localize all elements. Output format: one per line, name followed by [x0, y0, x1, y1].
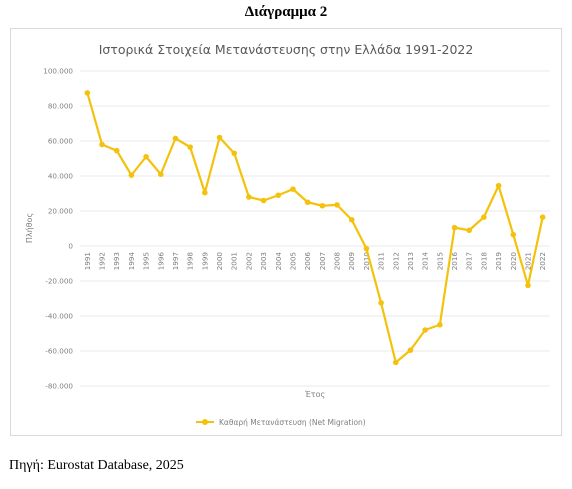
- y-tick-label: 20.000: [48, 207, 74, 216]
- data-point-2002: [246, 194, 252, 200]
- legend-label: Καθαρή Μετανάστευση (Net Migration): [219, 418, 366, 427]
- gridlines: [80, 70, 550, 387]
- y-tick-label: -60.000: [45, 347, 73, 356]
- data-point-2016: [451, 224, 458, 231]
- series-layer: [84, 90, 546, 366]
- x-tick-label: 2009: [347, 252, 356, 271]
- series-line: [86, 92, 544, 364]
- data-point-2013: [407, 347, 414, 353]
- y-tick-label: 0: [68, 242, 73, 251]
- x-tick-label: 2003: [259, 252, 268, 270]
- x-tick-label: 2001: [230, 252, 239, 270]
- data-point-2020: [510, 231, 517, 238]
- x-tick-label: 1997: [171, 252, 180, 270]
- data-point-2006: [304, 199, 311, 206]
- y-tick-label: 40.000: [48, 172, 74, 181]
- x-tick-label: 2010: [362, 252, 371, 271]
- x-tick-label: 2022: [538, 252, 547, 270]
- x-tick-label: 2015: [435, 252, 444, 270]
- data-point-2015: [437, 321, 443, 328]
- data-point-2021: [525, 282, 531, 289]
- x-tick-label: 2000: [215, 252, 224, 271]
- x-tick-label: 2020: [509, 252, 518, 271]
- x-tick-label: 2002: [244, 252, 253, 270]
- y-tick-label: 60.000: [48, 137, 74, 146]
- x-tick-label: 1998: [186, 252, 195, 271]
- x-tick-label: 2017: [465, 252, 474, 270]
- x-tick-label: 2004: [274, 252, 283, 271]
- y-tick-label: 80.000: [48, 102, 74, 111]
- y-axis-title: Πλήθος: [25, 213, 34, 243]
- y-axis-ticks: 100.000 80.000 60.000 40.000 20.000 0 -20.000 -…: [43, 67, 73, 391]
- data-point-1993: [113, 147, 120, 154]
- data-point-2009: [348, 216, 355, 223]
- data-point-1994: [128, 172, 135, 178]
- data-point-2010: [363, 245, 370, 252]
- data-point-2017: [466, 227, 473, 234]
- data-point-2005: [290, 186, 296, 192]
- y-tick-label: -80.000: [45, 382, 73, 391]
- x-tick-label: 1995: [142, 252, 151, 270]
- x-tick-label: 2019: [494, 252, 503, 271]
- x-tick-label: 2013: [406, 252, 415, 270]
- data-point-2001: [231, 150, 238, 157]
- data-point-2011: [378, 300, 384, 306]
- data-point-2003: [260, 197, 267, 204]
- x-tick-label: 1996: [156, 252, 165, 271]
- data-point-1996: [157, 171, 164, 178]
- data-point-1998: [187, 144, 193, 150]
- data-point-2004: [275, 192, 282, 199]
- data-point-2012: [392, 359, 399, 366]
- legend-marker-swatch: [202, 419, 208, 425]
- data-point-1991: [84, 90, 91, 96]
- data-point-2022: [539, 214, 546, 220]
- y-tick-label: -40.000: [45, 312, 73, 321]
- x-tick-label: 2007: [318, 252, 327, 270]
- data-point-2008: [334, 202, 340, 208]
- y-tick-label: -20.000: [45, 277, 73, 286]
- data-point-2007: [319, 202, 326, 209]
- chart-title: Ιστορικά Στοιχεία Μετανάστευσης στην Ελλ…: [99, 42, 474, 57]
- x-tick-label: 2008: [333, 252, 342, 271]
- data-point-2000: [216, 134, 223, 141]
- y-tick-label: 100.000: [43, 67, 73, 76]
- data-point-2014: [422, 327, 428, 333]
- source-note: Πηγή: Eurostat Database, 2025: [9, 458, 184, 473]
- data-point-1992: [99, 141, 105, 148]
- x-tick-label: 2006: [303, 252, 312, 271]
- data-point-2019: [495, 182, 502, 189]
- x-tick-label: 1992: [98, 252, 107, 270]
- x-tick-label: 1991: [83, 252, 92, 270]
- x-tick-label: 2012: [391, 252, 400, 270]
- x-tick-label: 2021: [523, 252, 532, 270]
- x-tick-label: 1993: [112, 252, 121, 270]
- x-axis-ticks: 1991 1992 1993 1994 1995 1996 1997 1998 1999 2000…: [83, 252, 547, 271]
- data-point-1999: [202, 189, 208, 196]
- x-tick-label: 2016: [450, 252, 459, 271]
- x-tick-label: 1994: [127, 252, 136, 271]
- x-tick-label: 2018: [479, 252, 488, 271]
- data-point-1995: [143, 153, 149, 160]
- x-tick-label: 2014: [421, 252, 430, 271]
- x-tick-label: 1999: [200, 252, 209, 271]
- x-tick-label: 2005: [288, 252, 297, 270]
- x-tick-label: 2011: [377, 252, 386, 270]
- diagram-heading: Διάγραμμα 2: [244, 4, 328, 20]
- legend: Καθαρή Μετανάστευση (Net Migration): [196, 418, 366, 427]
- data-point-2018: [481, 214, 487, 220]
- data-point-1997: [172, 135, 179, 142]
- x-axis-title: Έτος: [304, 390, 325, 399]
